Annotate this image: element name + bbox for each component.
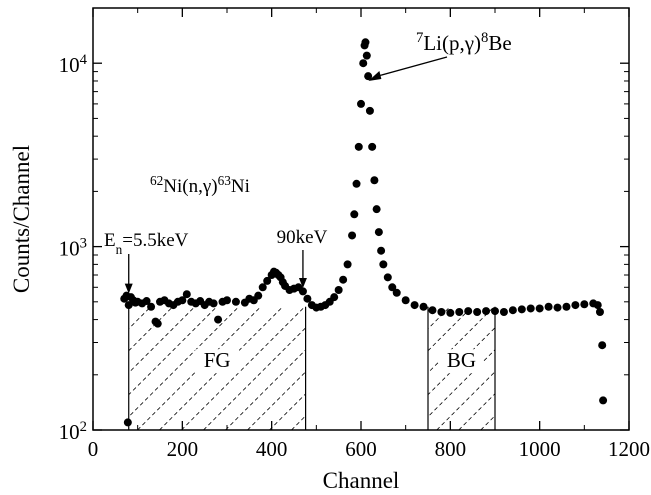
y-tick-label: 103 — [59, 236, 87, 261]
region-bg: BG — [427, 306, 496, 430]
data-point — [372, 205, 381, 214]
data-point — [334, 285, 343, 294]
data-point — [223, 296, 231, 305]
data-point — [254, 291, 263, 300]
y-axis-label: Counts/Channel — [9, 145, 34, 293]
region-label-bg — [439, 349, 484, 374]
en-marker-arrowhead — [124, 283, 133, 294]
data-point — [535, 304, 544, 313]
peak-label: 7Li(p,γ)8Be — [416, 30, 512, 55]
y-tick-label: 104 — [59, 52, 88, 77]
x-tick-label: 1000 — [519, 437, 561, 461]
data-point — [147, 302, 156, 311]
x-tick-label: 200 — [167, 437, 199, 461]
data-point — [361, 38, 370, 47]
data-point — [580, 300, 589, 309]
plot-frame — [92, 7, 630, 431]
region-label: BG — [447, 348, 476, 372]
hatched-regions: FG BG — [128, 306, 496, 430]
data-point — [379, 260, 388, 269]
data-point — [598, 341, 607, 350]
data-point — [595, 307, 604, 316]
data-point — [365, 106, 374, 115]
data-point — [526, 304, 535, 313]
data-point — [517, 305, 526, 314]
data-point — [508, 306, 517, 315]
data-point — [401, 296, 410, 305]
annotations: 62Ni(n,γ)63Ni 7Li(p,γ)8Be En=5.5keV 90keV — [104, 30, 512, 294]
data-point — [419, 302, 428, 311]
data-point — [178, 296, 187, 305]
data-point — [123, 418, 132, 427]
data-point — [370, 176, 379, 185]
x-tick-label: 1200 — [608, 437, 650, 461]
data-point — [428, 306, 437, 315]
x-tick-labels: 0 200 400 600 800 1000 1200 — [88, 437, 650, 461]
kev90-marker-arrowhead — [298, 277, 307, 288]
region-label-bg — [195, 349, 240, 374]
data-point — [153, 319, 162, 328]
data-point — [593, 301, 602, 310]
data-point — [339, 275, 348, 284]
data-point — [258, 283, 267, 292]
data-points — [120, 38, 608, 427]
data-point — [562, 302, 571, 311]
x-axis-label: Channel — [323, 468, 400, 493]
x-tick-label: 800 — [435, 437, 467, 461]
data-point — [368, 142, 377, 151]
data-point — [455, 307, 464, 316]
data-point — [377, 246, 386, 255]
data-point — [348, 231, 357, 240]
data-point — [464, 307, 473, 316]
region-label: FG — [204, 348, 231, 372]
x-tick-label: 400 — [256, 437, 288, 461]
data-point — [231, 297, 240, 306]
data-point — [473, 307, 482, 316]
data-point — [482, 307, 491, 316]
data-point — [544, 302, 553, 311]
data-point — [357, 99, 365, 108]
data-point — [343, 260, 352, 269]
data-point — [182, 290, 191, 299]
kev90-label: 90keV — [277, 227, 328, 248]
data-point — [374, 228, 383, 237]
data-point — [214, 315, 223, 324]
data-point — [499, 307, 508, 316]
region-fg: FG — [128, 306, 307, 430]
data-point — [392, 288, 401, 297]
peak-pointer-line — [374, 56, 448, 78]
data-point — [437, 307, 446, 316]
data-point — [383, 273, 392, 282]
data-point — [350, 210, 359, 219]
x-tick-label: 600 — [345, 437, 377, 461]
data-point — [446, 308, 455, 317]
y-tick-label: 102 — [59, 419, 87, 444]
data-point — [209, 299, 218, 308]
data-point — [491, 307, 499, 316]
data-point — [410, 301, 419, 310]
y-tick-labels: 102 103 104 — [59, 52, 88, 444]
data-point — [553, 303, 562, 312]
reaction-label: 62Ni(n,γ)63Ni — [150, 173, 250, 198]
data-point — [599, 396, 608, 405]
data-point — [298, 287, 307, 296]
data-point — [330, 293, 339, 302]
data-point — [388, 283, 397, 292]
peak-pointer-arrowhead — [368, 70, 382, 81]
data-point — [303, 294, 312, 303]
data-point — [263, 276, 272, 285]
en-label: En=5.5keV — [104, 230, 189, 257]
data-point — [142, 297, 151, 306]
data-point — [352, 179, 361, 188]
data-point — [364, 72, 373, 81]
data-point — [359, 59, 368, 68]
data-point — [362, 51, 371, 60]
data-point — [571, 301, 580, 310]
axis-ticks — [92, 8, 630, 431]
x-tick-label: 0 — [88, 437, 99, 461]
data-point — [354, 142, 363, 151]
